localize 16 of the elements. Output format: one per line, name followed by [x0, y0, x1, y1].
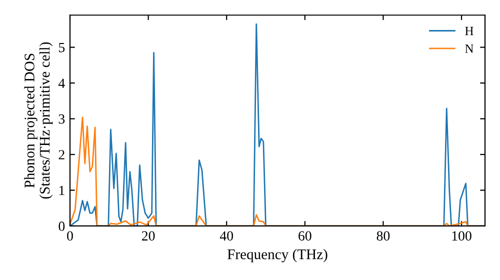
x-tick-label: 0	[67, 231, 73, 241]
y-tick-label: 2	[58, 150, 64, 160]
x-tick-label: 100	[452, 231, 472, 241]
y-tick-label: 5	[59, 43, 65, 52]
x-tick-label: 80	[376, 231, 390, 241]
legend-label: N	[465, 44, 474, 53]
y-tick-label: 1	[59, 186, 64, 196]
x-tick-label: 20	[142, 231, 155, 241]
y-tick-label: 3	[58, 114, 65, 124]
x-tick-label: 40	[220, 231, 234, 241]
y-axis-title: Phonon projected DOS (States/THz·primitive cell)	[24, 42, 53, 199]
x-tick-label: 60	[298, 231, 312, 241]
y-tick-label: 4	[58, 78, 65, 88]
y-tick-label: 0	[58, 222, 65, 231]
x-axis-title: Frequency (THz)	[228, 248, 328, 262]
legend-label: H	[465, 26, 474, 36]
